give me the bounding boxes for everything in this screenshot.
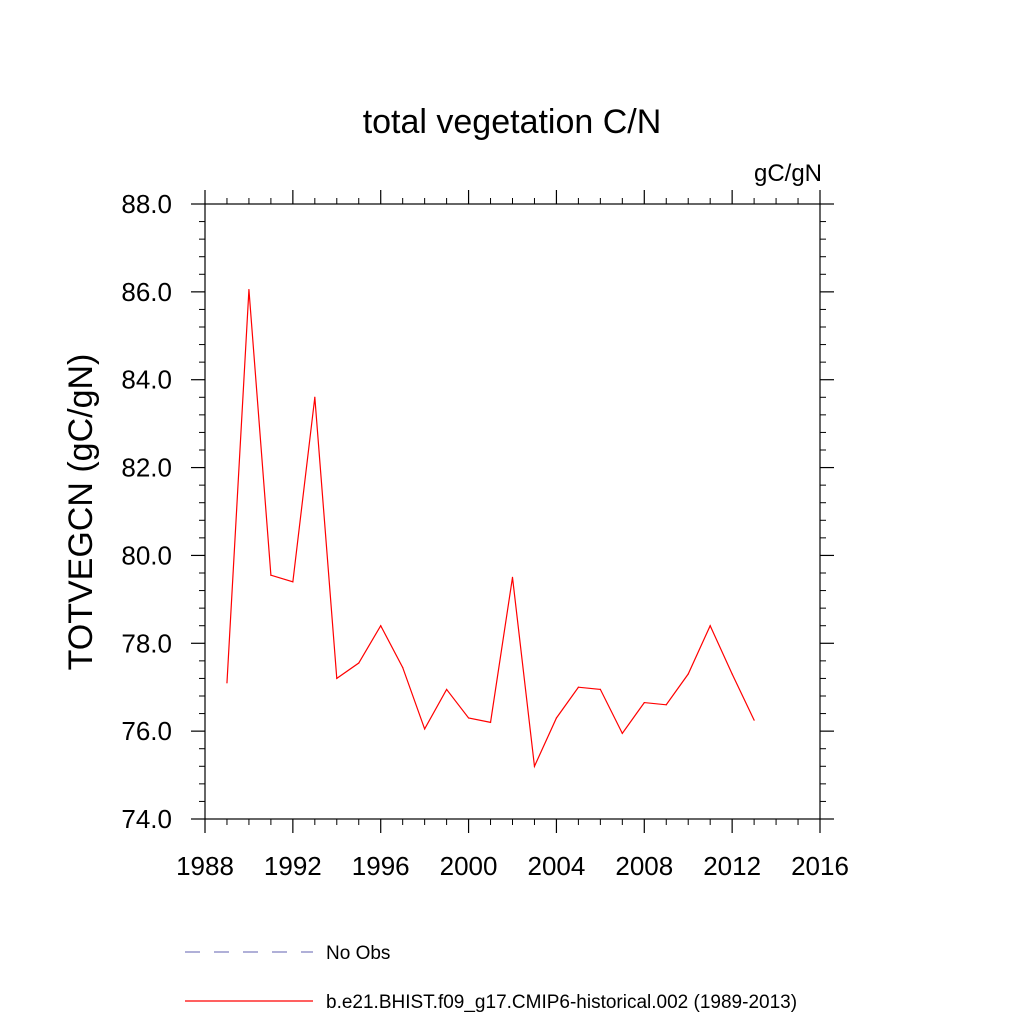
data-point [643,701,645,704]
data-point [402,666,404,669]
y-tick-label: 86.0 [121,277,172,307]
x-tick-label: 1992 [264,851,322,881]
axis-tick-labels: 1988 1992 1996 2000 2004 2008 2012 2016 74.0 76.0… [121,189,849,881]
y-axis-label: TOTVEGCN (gC/gN) [62,354,100,671]
data-point [511,576,514,578]
series-line-0 [226,289,755,769]
axis-ticks [191,190,834,833]
data-series [226,289,755,769]
x-tick-label: 2012 [703,851,761,881]
data-point [358,662,360,664]
data-point [621,732,623,734]
x-tick-label: 2000 [440,851,498,881]
legend-label: b.e21.BHIST.f09_g17.CMIP6-historical.002… [326,992,797,1013]
data-point [226,682,228,684]
y-tick-label: 76.0 [121,716,172,746]
units-label: gC/gN [754,160,822,187]
data-point [380,625,382,627]
data-point [555,717,558,719]
data-point [489,721,492,723]
chart-title: total vegetation C/N [363,103,662,141]
data-point [336,677,338,680]
x-tick-label: 2004 [528,851,586,881]
data-point [248,289,250,291]
legend-label: No Obs [326,943,390,964]
y-tick-label: 74.0 [121,804,172,834]
x-tick-label: 1988 [176,851,234,881]
data-point [533,765,536,767]
data-point [577,686,579,688]
data-point [665,704,667,706]
x-tick-label: 2016 [791,851,849,881]
y-tick-label: 82.0 [121,453,172,483]
data-point [687,673,689,675]
plot-area [204,203,821,820]
legend: No Obs b.e21.BHIST.f09_g17.CMIP6-historic… [185,943,797,1013]
data-point [731,673,733,675]
data-point [314,396,316,398]
y-tick-label: 84.0 [121,365,172,395]
data-point [709,625,711,627]
data-point [424,728,426,730]
data-point [753,719,755,721]
x-tick-label: 1996 [352,851,410,881]
x-tick-label: 2008 [615,851,673,881]
y-tick-label: 78.0 [121,628,172,658]
plot-border [204,203,821,820]
y-tick-label: 88.0 [121,189,172,219]
data-point [467,717,470,719]
data-point [270,574,272,576]
y-tick-label: 80.0 [121,540,172,570]
data-point [599,688,601,691]
data-point [292,581,294,583]
data-point [446,688,448,691]
